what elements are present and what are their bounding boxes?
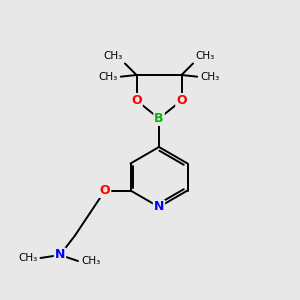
Text: CH₃: CH₃ bbox=[18, 253, 38, 263]
Text: CH₃: CH₃ bbox=[196, 51, 215, 61]
Text: CH₃: CH₃ bbox=[103, 51, 123, 61]
Text: B: B bbox=[154, 112, 164, 125]
Text: N: N bbox=[154, 200, 164, 214]
Text: N: N bbox=[55, 248, 65, 262]
Text: O: O bbox=[176, 94, 187, 107]
Text: O: O bbox=[100, 184, 110, 197]
Text: CH₃: CH₃ bbox=[200, 72, 219, 82]
Text: CH₃: CH₃ bbox=[81, 256, 100, 266]
Text: O: O bbox=[131, 94, 142, 107]
Text: CH₃: CH₃ bbox=[99, 72, 118, 82]
